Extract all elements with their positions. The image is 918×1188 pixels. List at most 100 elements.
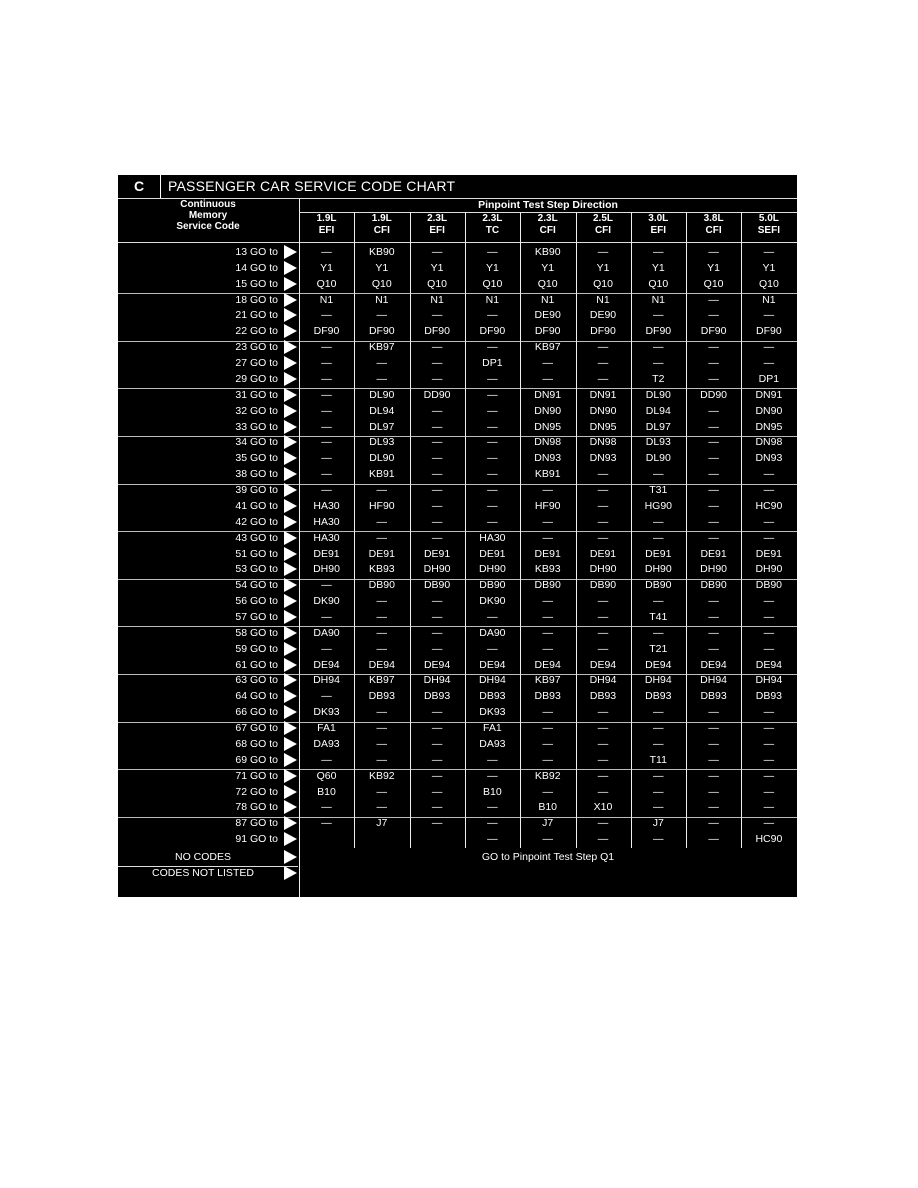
table-cell: —: [597, 484, 609, 497]
table-cell: —: [376, 753, 388, 766]
table-cell: —: [376, 595, 388, 608]
service-code: 91 GO to: [235, 833, 278, 846]
table-cell: —: [653, 737, 664, 750]
table-cell: Y1: [375, 261, 389, 274]
arrow-right-icon: [284, 562, 297, 577]
table-cell: —: [321, 468, 332, 481]
column-engine: 2.3L: [482, 213, 503, 224]
table-cell: —: [597, 357, 609, 370]
arrow-right-icon: [284, 451, 297, 466]
table-cell: —: [321, 579, 332, 592]
table-cell: DL97: [369, 420, 395, 433]
table-cell: —: [431, 722, 443, 735]
arrow-right-icon: [284, 260, 297, 275]
table-cell: DE91: [313, 547, 340, 560]
table-cell: —: [653, 722, 664, 735]
service-code: 61 GO to: [235, 658, 278, 671]
service-code: 18 GO to: [235, 293, 278, 306]
table-cell: DH94: [313, 674, 340, 687]
table-cell: —: [542, 372, 553, 385]
table-cell: DB90: [645, 579, 672, 592]
table-cell: —: [597, 737, 609, 750]
table-cell: —: [653, 309, 664, 322]
table-cell: —: [487, 769, 498, 782]
service-code: 53 GO to: [235, 563, 278, 576]
table-cell: DH90: [700, 563, 728, 576]
table-cell: DF90: [700, 325, 727, 338]
service-code: 87 GO to: [235, 817, 278, 830]
service-code: 66 GO to: [235, 706, 278, 719]
table-cell: KB97: [368, 674, 395, 687]
service-code: 22 GO to: [235, 325, 278, 338]
table-cell: N1: [596, 293, 610, 306]
service-code: 23 GO to: [235, 341, 278, 354]
arrow-right-icon: [284, 865, 297, 880]
table-cell: Q10: [648, 277, 669, 290]
service-code: CODES NOT LISTED: [152, 866, 254, 879]
table-cell: —: [487, 611, 498, 623]
table-cell: —: [708, 357, 719, 370]
table-cell: T21: [649, 642, 668, 655]
table-cell: DF90: [479, 325, 506, 338]
table-cell: —: [542, 785, 553, 798]
service-code: 68 GO to: [235, 737, 278, 750]
table-cell: —: [321, 246, 332, 258]
table-cell: —: [597, 246, 609, 258]
column-header: 1.9L CFI: [354, 213, 409, 236]
service-code: 63 GO to: [235, 674, 278, 687]
table-cell: DF90: [645, 325, 672, 338]
table-cell: DA90: [313, 626, 340, 639]
table-cell: B10: [483, 785, 502, 798]
group-divider: [118, 293, 797, 295]
table-cell: —: [321, 753, 332, 766]
left-header-line: Continuous: [180, 199, 236, 210]
group-divider: [118, 483, 797, 485]
table-cell: —: [763, 737, 775, 750]
table-cell: —: [597, 769, 609, 782]
column-engine: 2.5L: [592, 213, 613, 224]
table-cell: DE94: [534, 658, 561, 671]
table-cell: KB90: [534, 246, 561, 258]
table-cell: DE94: [645, 658, 672, 671]
column-header: 2.5L CFI: [576, 213, 631, 236]
table-cell: N1: [762, 293, 776, 306]
column-header: 3.8L CFI: [686, 213, 741, 236]
table-cell: DH90: [644, 563, 672, 576]
table-cell: J7: [376, 817, 388, 830]
table-cell: HF90: [368, 499, 395, 512]
table-cell: —: [487, 817, 498, 830]
table-cell: DE91: [589, 547, 617, 560]
table-cell: —: [653, 357, 664, 370]
table-cell: DF90: [313, 325, 340, 338]
arrow-right-icon: [284, 625, 297, 640]
table-cell: DB90: [423, 579, 451, 592]
table-cell: DE94: [479, 658, 506, 671]
column-system: CFI: [594, 224, 612, 236]
table-cell: N1: [651, 293, 666, 306]
table-cell: —: [763, 769, 775, 782]
table-cell: —: [542, 722, 553, 735]
table-cell: —: [542, 484, 553, 497]
column-divider: [409, 212, 411, 849]
service-code: 57 GO to: [235, 611, 278, 623]
table-cell: —: [431, 246, 443, 258]
table-cell: KB91: [368, 468, 395, 481]
table-cell: —: [597, 468, 609, 481]
table-cell: Y1: [430, 261, 444, 274]
table-cell: —: [763, 611, 775, 623]
table-cell: KB97: [534, 674, 561, 687]
table-cell: DA90: [479, 626, 506, 639]
table-cell: —: [431, 817, 443, 830]
group-divider: [118, 721, 797, 723]
footer-instruction: GO to Pinpoint Test Step Q1: [481, 851, 615, 864]
service-code-chart: C PASSENGER CAR SERVICE CODE CHART Conti…: [118, 175, 797, 897]
table-cell: —: [376, 626, 388, 639]
table-cell: DA93: [313, 737, 340, 750]
table-cell: DN98: [589, 436, 617, 449]
table-cell: DB90: [368, 579, 395, 592]
table-cell: DN93: [589, 452, 617, 465]
column-header: 3.0L EFI: [631, 213, 686, 236]
table-cell: —: [431, 484, 443, 497]
table-cell: DE94: [368, 658, 395, 671]
table-cell: —: [708, 595, 719, 608]
